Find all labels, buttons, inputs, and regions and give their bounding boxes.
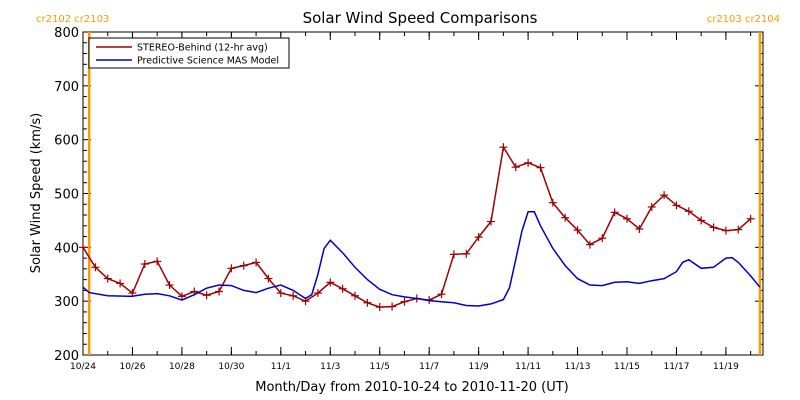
x-tick-label: 10/30 bbox=[218, 362, 244, 372]
stereo-behind-point bbox=[79, 243, 87, 252]
x-tick-label: 11/5 bbox=[370, 362, 390, 372]
stereo-behind-point bbox=[140, 260, 149, 269]
x-tick-label: 11/11 bbox=[515, 362, 541, 372]
stereo-behind-point bbox=[388, 302, 397, 311]
stereo-behind-point bbox=[437, 290, 446, 299]
stereo-behind-point bbox=[153, 257, 162, 266]
stereo-behind-point bbox=[103, 274, 112, 283]
stereo-behind-point bbox=[709, 223, 718, 232]
stereo-behind-point bbox=[684, 207, 693, 216]
stereo-behind-point bbox=[177, 292, 186, 301]
chart-title: Solar Wind Speed Comparisons bbox=[303, 9, 538, 27]
stereo-behind-point bbox=[647, 202, 656, 211]
stereo-behind-point bbox=[338, 284, 347, 293]
x-tick-label: 10/26 bbox=[119, 362, 145, 372]
legend-label-model: Predictive Science MAS Model bbox=[137, 56, 279, 67]
y-tick-label: 700 bbox=[54, 80, 79, 95]
stereo-behind-point bbox=[548, 198, 557, 207]
stereo-behind-point bbox=[585, 240, 594, 249]
y-tick-label: 200 bbox=[54, 349, 79, 364]
x-tick-label: 11/1 bbox=[271, 362, 291, 372]
stereo-behind-point bbox=[721, 226, 730, 235]
stereo-behind-point bbox=[375, 303, 384, 312]
x-tick-label: 10/24 bbox=[70, 362, 96, 372]
x-axis-label: Month/Day from 2010-10-24 to 2010-11-20 … bbox=[255, 380, 568, 395]
stereo-behind-point bbox=[573, 226, 582, 235]
stereo-behind-point bbox=[264, 274, 273, 283]
legend-box bbox=[88, 37, 290, 69]
carrington-markers bbox=[87, 32, 762, 355]
stereo-behind-point bbox=[400, 297, 409, 306]
legend: STEREO-Behind (12-hr avg) Predictive Sci… bbox=[88, 37, 290, 69]
stereo-behind-point bbox=[734, 225, 743, 234]
x-axis: 10/24 10/26 10/28 10/30 11/1 11/3 11/5 11/7 11/9… bbox=[70, 32, 752, 372]
stereo-behind-point bbox=[252, 258, 261, 267]
stereo-behind-point bbox=[697, 216, 706, 225]
carrington-marker-labels: cr2102 cr2103 cr2103 cr2104 bbox=[36, 14, 780, 25]
y-tick-label: 400 bbox=[54, 241, 79, 256]
stereo-behind-point bbox=[598, 234, 607, 243]
x-tick-label: 11/9 bbox=[469, 362, 489, 372]
stereo-behind-point bbox=[326, 278, 335, 287]
stereo-behind-point bbox=[672, 201, 681, 210]
carrington-marker-label: cr2103 cr2104 bbox=[707, 14, 780, 25]
stereo-behind-point bbox=[474, 233, 483, 242]
stereo-behind-point bbox=[462, 249, 471, 258]
x-tick-label: 10/28 bbox=[169, 362, 195, 372]
stereo-behind-point bbox=[499, 143, 508, 152]
y-tick-label: 600 bbox=[54, 134, 79, 149]
mas-model-line bbox=[82, 211, 761, 307]
x-tick-label: 11/13 bbox=[565, 362, 591, 372]
x-tick-label: 11/19 bbox=[713, 362, 739, 372]
stereo-behind-point bbox=[165, 281, 174, 290]
stereo-behind-point bbox=[289, 291, 298, 300]
stereo-behind-point bbox=[202, 291, 211, 300]
stereo-behind-point bbox=[215, 287, 223, 296]
carrington-marker-label: cr2102 cr2103 bbox=[36, 14, 109, 25]
y-tick-label: 800 bbox=[54, 26, 79, 41]
stereo-behind-point bbox=[610, 208, 619, 217]
y-tick-label: 500 bbox=[54, 188, 79, 203]
stereo-behind-point bbox=[487, 217, 495, 226]
y-axis-label: Solar Wind Speed (km/s) bbox=[29, 113, 44, 273]
x-tick-label: 11/17 bbox=[663, 362, 689, 372]
stereo-behind-point bbox=[623, 214, 631, 223]
stereo-behind-point bbox=[351, 291, 359, 300]
stereo-behind-point bbox=[635, 225, 644, 234]
stereo-behind-point bbox=[313, 289, 322, 298]
series-group bbox=[79, 143, 761, 312]
stereo-behind-point bbox=[511, 163, 520, 172]
stereo-behind-point bbox=[363, 298, 372, 307]
x-tick-label: 11/15 bbox=[614, 362, 640, 372]
x-tick-label: 11/3 bbox=[320, 362, 340, 372]
stereo-behind-point bbox=[449, 250, 458, 259]
stereo-behind-point bbox=[227, 264, 236, 273]
legend-label-stereo: STEREO-Behind (12-hr avg) bbox=[137, 43, 268, 54]
stereo-behind-point bbox=[660, 191, 669, 200]
stereo-behind-point bbox=[239, 261, 248, 270]
y-tick-label: 300 bbox=[54, 295, 79, 310]
stereo-behind-point bbox=[561, 213, 570, 222]
stereo-behind-point bbox=[116, 279, 125, 288]
stereo-behind-point bbox=[536, 163, 545, 172]
stereo-behind-point bbox=[276, 289, 285, 298]
stereo-behind-point bbox=[524, 158, 533, 167]
stereo-behind-point bbox=[91, 263, 100, 272]
stereo-behind-point bbox=[746, 214, 755, 223]
x-tick-label: 11/7 bbox=[419, 362, 439, 372]
